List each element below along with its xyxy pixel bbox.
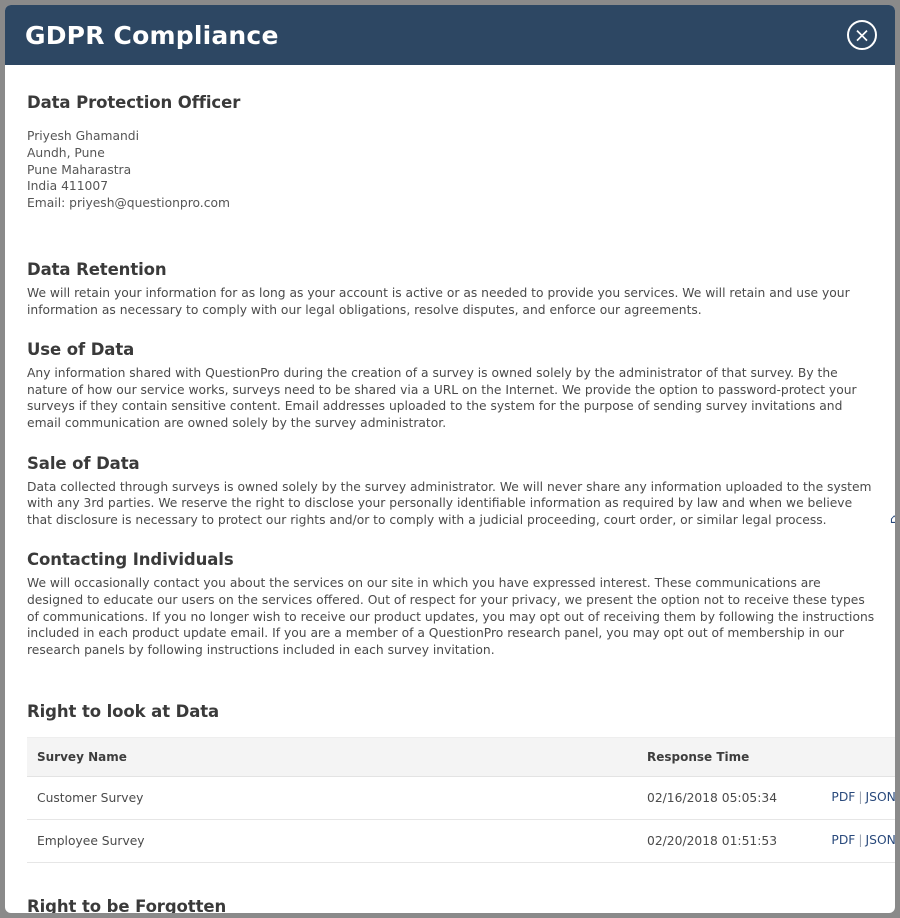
- data-retention-body: We will retain your information for as l…: [27, 285, 850, 317]
- dpo-line-area: Aundh, Pune: [27, 145, 105, 160]
- link-separator: |: [858, 790, 863, 805]
- surveys-table-body: Customer Survey 02/16/2018 05:05:34 PDF |…: [27, 776, 895, 864]
- modal-header: GDPR Compliance: [5, 5, 895, 65]
- download-pdf-link[interactable]: PDF: [831, 790, 856, 805]
- dpo-line-country-zip: India 411007: [27, 179, 109, 194]
- modal-body: Data Protection Officer Priyesh Ghamandi…: [5, 65, 895, 913]
- link-separator: |: [858, 833, 863, 848]
- download-json-link[interactable]: JSON: [865, 790, 895, 805]
- right-to-look-heading: Right to look at Data: [27, 702, 220, 722]
- sale-of-data-heading: Sale of Data: [27, 453, 140, 473]
- use-of-data-heading: Use of Data: [27, 340, 135, 360]
- clipped-edge-artifact: ⌂: [890, 513, 895, 527]
- contacting-individuals-heading: Contacting Individuals: [27, 550, 234, 570]
- dpo-line-name: Priyesh Ghamandi: [27, 129, 140, 143]
- dpo-line-city-state: Pune Maharastra: [27, 162, 132, 177]
- table-row: Customer Survey 02/16/2018 05:05:34 PDF |…: [27, 776, 895, 821]
- dpo-heading: Data Protection Officer: [27, 93, 241, 112]
- use-of-data-body: Any information shared with QuestionPro …: [27, 366, 857, 430]
- page-title: GDPR Compliance: [25, 20, 279, 50]
- sale-of-data-body: Data collected through surveys is owned …: [27, 479, 872, 527]
- table-row: Employee Survey 02/20/2018 01:51:53 PDF |…: [27, 819, 895, 864]
- column-header-actions: [797, 737, 895, 778]
- section-data-retention: Data Retention We will retain your infor…: [27, 260, 875, 318]
- section-contacting-individuals: Contacting Individuals We will occasiona…: [27, 550, 875, 658]
- right-to-be-forgotten-heading: Right to be Forgotten: [27, 897, 227, 913]
- section-data-protection-officer: Data Protection Officer Priyesh Ghamandi…: [27, 93, 875, 212]
- section-right-to-look-at-data: Right to look at Data Survey Name Respon…: [27, 702, 895, 864]
- section-use-of-data: Use of Data Any information shared with …: [27, 340, 875, 431]
- section-right-to-be-forgotten: Right to be Forgotten Delete all respons…: [27, 897, 875, 913]
- surveys-table-head: Survey Name Response Time: [27, 737, 895, 778]
- cell-actions: PDF|JSON|: [797, 819, 895, 864]
- dpo-line-email: Email: priyesh@questionpro.com: [27, 196, 230, 211]
- data-retention-heading: Data Retention: [27, 259, 167, 279]
- cell-response-time: 02/16/2018 05:05:34: [637, 776, 797, 821]
- contacting-individuals-body: We will occasionally contact you about t…: [27, 576, 875, 657]
- column-header-survey-name: Survey Name: [27, 737, 637, 778]
- column-header-response-time: Response Time: [637, 737, 797, 778]
- cell-actions: PDF|JSON|: [797, 776, 895, 821]
- download-json-link[interactable]: JSON: [865, 833, 895, 848]
- gdpr-compliance-modal: GDPR Compliance Data Protection Officer …: [5, 5, 895, 913]
- table-header-row: Survey Name Response Time: [27, 737, 895, 778]
- cell-survey-name: Customer Survey: [27, 776, 637, 821]
- section-sale-of-data: Sale of Data Data collected through surv…: [27, 454, 875, 529]
- cell-response-time: 02/20/2018 01:51:53: [637, 819, 797, 864]
- surveys-table: Survey Name Response Time Customer Surve…: [27, 737, 895, 864]
- cell-survey-name: Employee Survey: [27, 819, 637, 864]
- close-icon[interactable]: [847, 20, 877, 50]
- dpo-address-block: Priyesh Ghamandi Aundh, Pune Pune Mahara…: [27, 128, 875, 212]
- download-pdf-link[interactable]: PDF: [831, 833, 856, 848]
- close-x-glyph: [856, 30, 868, 42]
